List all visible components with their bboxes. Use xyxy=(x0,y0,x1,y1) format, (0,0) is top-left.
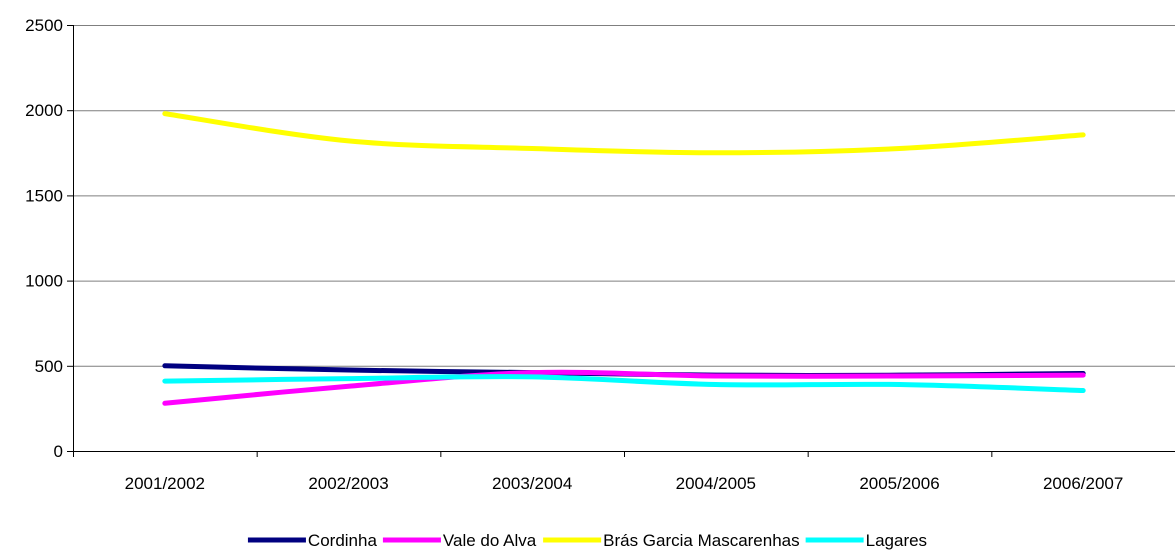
x-tick-label: 2004/2005 xyxy=(676,474,756,493)
tick-labels: 0 500 1000 1500 2000 2500 2001/2002 2002/2003 20… xyxy=(25,16,1123,493)
y-tick-label: 2000 xyxy=(25,101,63,120)
series-line-bras-garcia-mascarenhas xyxy=(162,111,1086,156)
y-tick-label: 1000 xyxy=(25,272,63,291)
series-lines xyxy=(162,111,1086,406)
x-tick-label: 2006/2007 xyxy=(1043,474,1123,493)
y-tick-label: 500 xyxy=(35,357,63,376)
legend-label-bras-garcia-mascarenhas: Brás Garcia Mascarenhas xyxy=(603,531,800,550)
legend-label-vale-do-alva: Vale do Alva xyxy=(443,531,537,550)
x-tick-label: 2002/2003 xyxy=(308,474,388,493)
series-line-vale-do-alva xyxy=(162,369,1086,406)
y-tick-label: 0 xyxy=(54,442,63,461)
x-tick-label: 2003/2004 xyxy=(492,474,572,493)
axes xyxy=(67,25,1175,457)
y-tick-label: 2500 xyxy=(25,16,63,35)
legend-label-lagares: Lagares xyxy=(866,531,927,550)
x-tick-label: 2001/2002 xyxy=(125,474,205,493)
legend: Cordinha Vale do Alva Brás Garcia Mascaren… xyxy=(247,531,927,550)
x-tick-label: 2005/2006 xyxy=(859,474,939,493)
series-line-lagares xyxy=(162,374,1086,394)
y-tick-label: 1500 xyxy=(25,186,63,205)
gridlines xyxy=(73,25,1175,367)
legend-label-cordinha: Cordinha xyxy=(308,531,378,550)
